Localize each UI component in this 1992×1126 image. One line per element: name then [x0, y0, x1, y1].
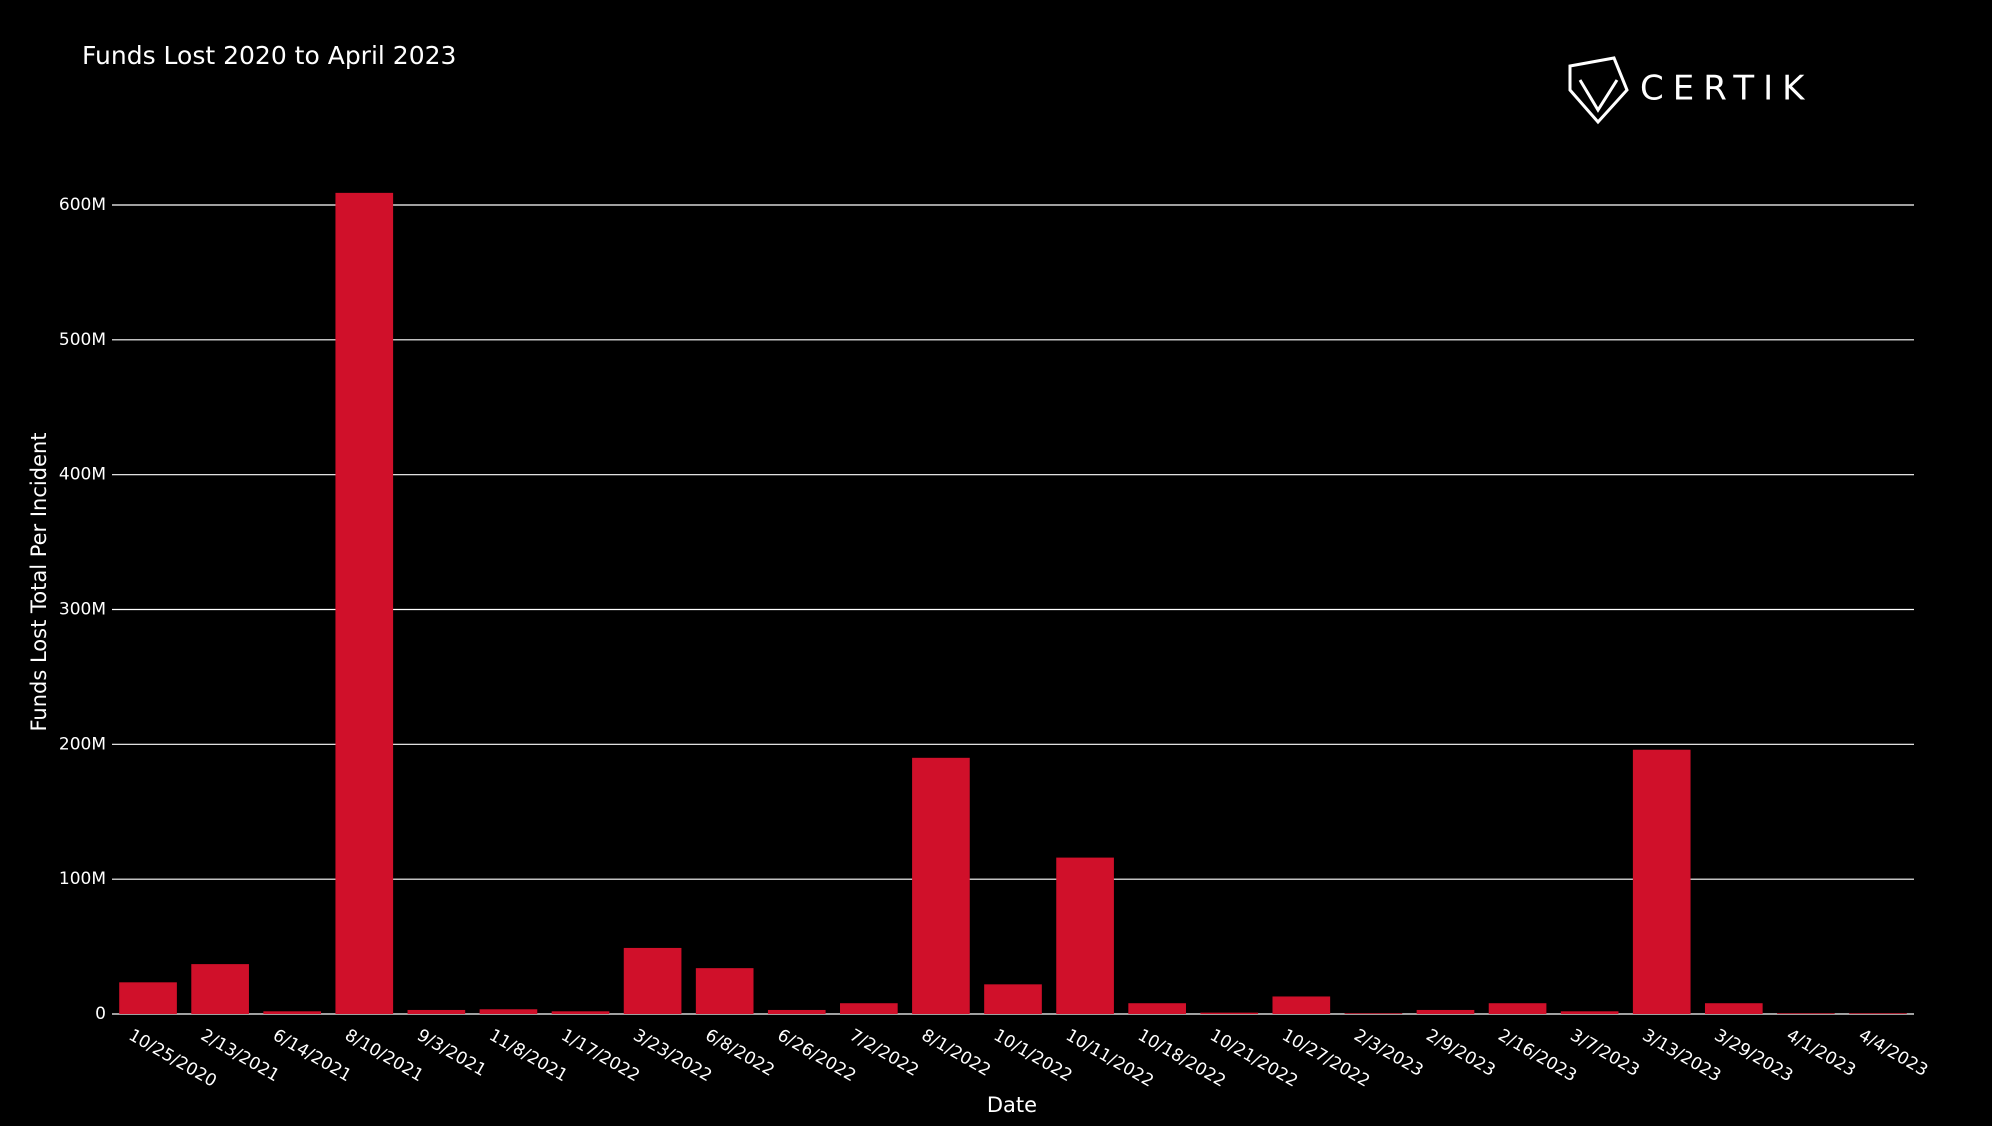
- y-axis-label: Funds Lost Total Per Incident: [27, 432, 51, 731]
- bar: [407, 1009, 466, 1014]
- bar: [1416, 1009, 1475, 1014]
- bar: [912, 757, 970, 1014]
- bar: [119, 982, 177, 1014]
- bar: [1200, 1012, 1259, 1014]
- bar: [1488, 1003, 1547, 1014]
- bar: [695, 968, 754, 1014]
- logo-text: CERTIK: [1640, 69, 1813, 109]
- bar: [1704, 1003, 1763, 1014]
- bar: [767, 1009, 826, 1014]
- chart-title: Funds Lost 2020 to April 2023: [82, 41, 456, 70]
- y-tick-label: 600M: [59, 195, 106, 215]
- bar: [263, 1011, 322, 1014]
- bar: [840, 1003, 898, 1014]
- bar: [984, 984, 1042, 1014]
- logo-icon-inner: [1578, 79, 1619, 113]
- bar: [551, 1011, 610, 1014]
- logo: CERTIK: [1568, 56, 1813, 125]
- bar: [1128, 1003, 1186, 1014]
- bar: [1777, 1013, 1835, 1014]
- bar: [1560, 1011, 1619, 1014]
- y-tick-label: 100M: [59, 869, 106, 889]
- y-tick-label: 400M: [59, 465, 106, 485]
- bar: [623, 947, 682, 1014]
- y-tick-label: 200M: [59, 734, 106, 754]
- bar: [1632, 749, 1691, 1014]
- bar: [1849, 1013, 1907, 1014]
- y-tick-label: 500M: [59, 330, 106, 350]
- bar: [335, 192, 394, 1015]
- bar: [1272, 996, 1331, 1014]
- bar: [1344, 1013, 1403, 1014]
- logo-icon: [1568, 56, 1629, 125]
- bar: [479, 1009, 538, 1014]
- bar: [191, 964, 249, 1014]
- bar: [1056, 857, 1114, 1014]
- y-tick-label: 0: [95, 1004, 106, 1024]
- x-axis-label: Date: [987, 1093, 1037, 1117]
- y-tick-label: 300M: [59, 600, 106, 620]
